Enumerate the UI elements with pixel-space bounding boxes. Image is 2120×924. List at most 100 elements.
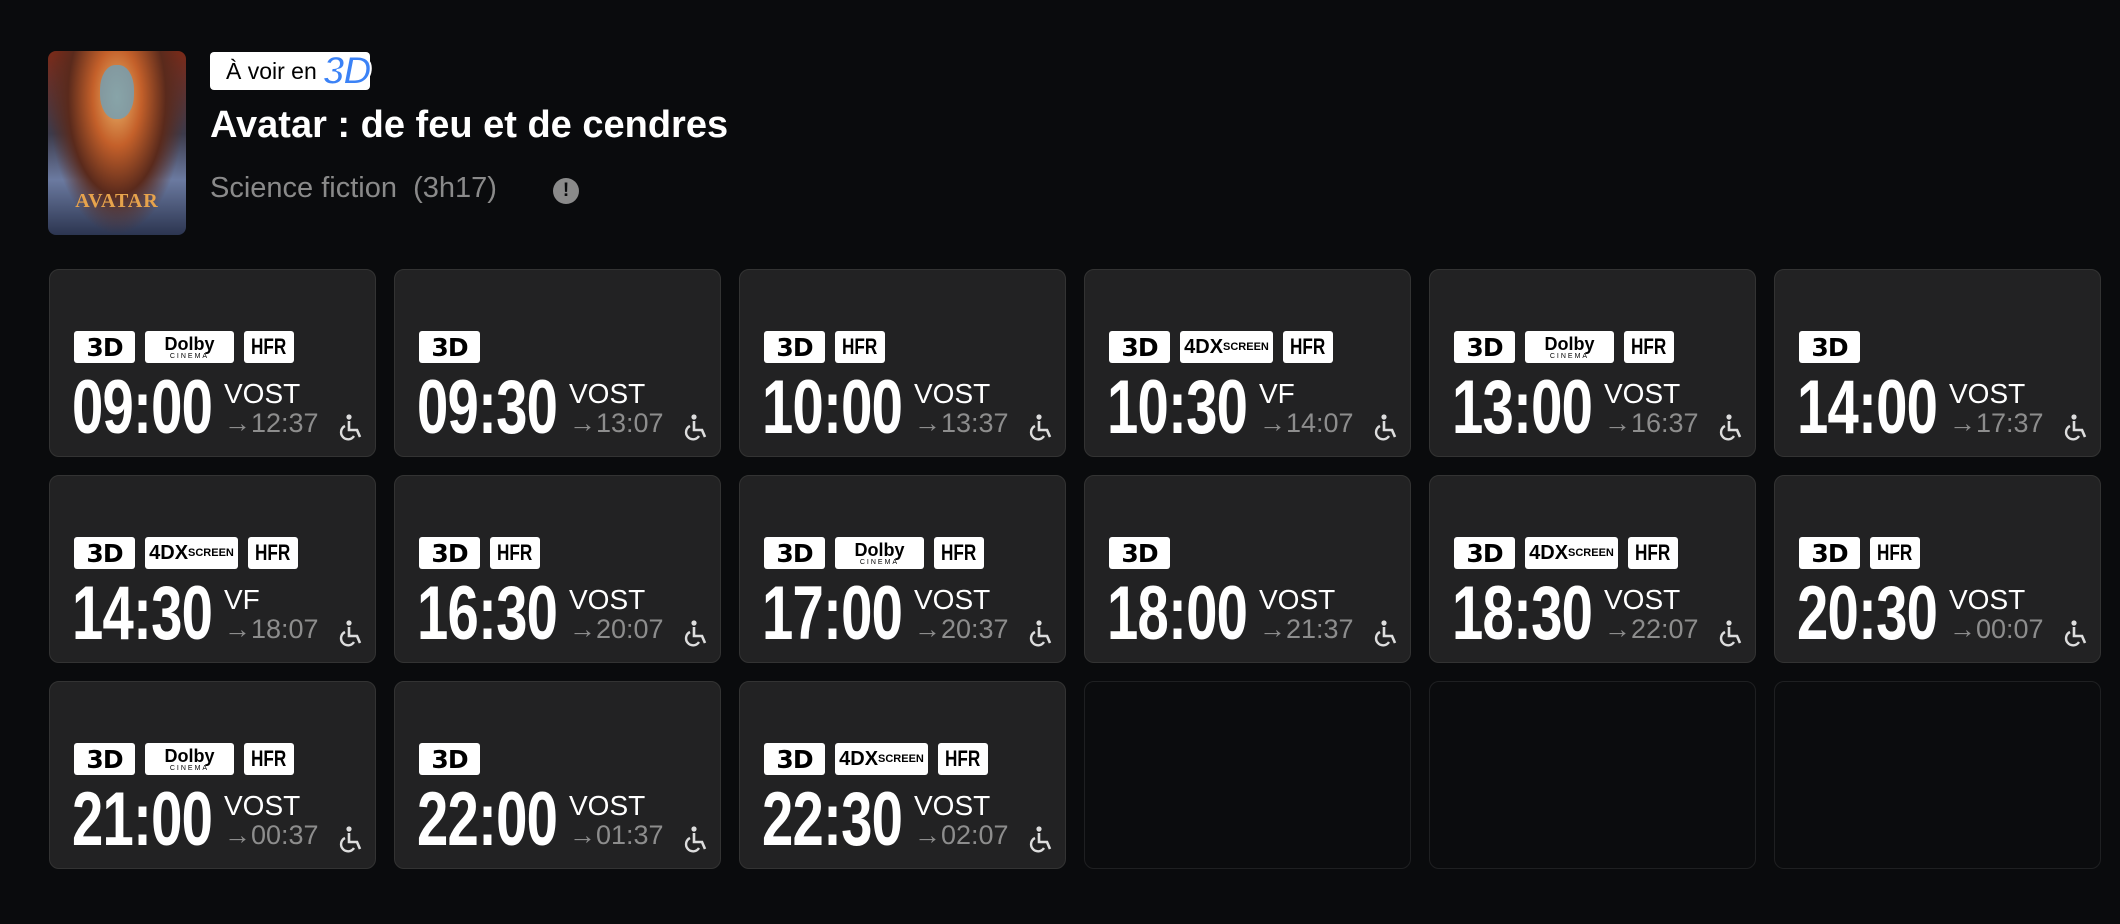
wheelchair-icon <box>1028 414 1052 442</box>
showtime-card[interactable]: 3D 22:00 VOST →01:37 <box>394 681 721 869</box>
empty-slot <box>1774 681 2101 869</box>
showtime-start: 21:00 <box>72 777 213 862</box>
tag-3d: 3D <box>1109 331 1170 363</box>
empty-slot <box>1084 681 1411 869</box>
showtime-card[interactable]: 3D HFR 16:30 VOST →20:07 <box>394 475 721 663</box>
showtime-language: VOST <box>569 378 646 409</box>
tag-3d: 3D <box>1454 331 1515 363</box>
showtime-end: →13:07 <box>569 408 664 438</box>
badge-3d-logo: 3D <box>322 49 373 93</box>
4dx-label: 4DX <box>149 541 189 564</box>
showtime-end: →21:37 <box>1259 614 1354 644</box>
showtime-language: VOST <box>1949 378 2026 409</box>
info-icon[interactable]: ! <box>553 178 579 204</box>
dolby-label: Dolby <box>164 745 215 766</box>
showtime-start: 22:00 <box>417 777 558 862</box>
showtime-language: VOST <box>914 378 991 409</box>
showtime-language: VOST <box>224 790 301 821</box>
showtime-card[interactable]: 3D 4DX SCREEN HFR 10:30 VF →14:07 <box>1084 269 1411 457</box>
tag-hfr-label: HFR <box>497 540 533 565</box>
showtime-language: VOST <box>914 584 991 615</box>
showtime-end: →01:37 <box>569 820 664 850</box>
tag-hfr: HFR <box>490 537 540 569</box>
tag-4dx-screen: 4DX SCREEN <box>145 537 238 569</box>
tag-3d: 3D <box>74 537 135 569</box>
tag-dolby-cinema: Dolby CINEMA <box>1525 331 1614 363</box>
showtime-end: →12:37 <box>224 408 319 438</box>
wheelchair-icon <box>338 826 362 854</box>
showtime-start: 20:30 <box>1797 571 1938 656</box>
showtime-card[interactable]: 3D Dolby CINEMA HFR 13:00 VOST →16:37 <box>1429 269 1756 457</box>
showtime-end: →14:07 <box>1259 408 1354 438</box>
tag-4dx-screen: 4DX SCREEN <box>1525 537 1618 569</box>
showtime-card[interactable]: 3D 09:30 VOST →13:07 <box>394 269 721 457</box>
tag-dolby-cinema: Dolby CINEMA <box>145 331 234 363</box>
tag-3d: 3D <box>74 743 135 775</box>
tag-hfr-label: HFR <box>941 540 977 565</box>
wheelchair-icon <box>338 620 362 648</box>
showtime-language: VOST <box>1604 378 1681 409</box>
showtime-start: 18:30 <box>1452 571 1593 656</box>
tag-4dx-screen: 4DX SCREEN <box>835 743 928 775</box>
wheelchair-icon <box>2063 414 2087 442</box>
wheelchair-icon <box>683 414 707 442</box>
movie-genre: Science fiction <box>210 172 397 204</box>
showtime-end: →02:07 <box>914 820 1009 850</box>
4dx-label: 4DX <box>839 747 879 770</box>
showtime-card[interactable]: 3D 18:00 VOST →21:37 <box>1084 475 1411 663</box>
tag-dolby-cinema: Dolby CINEMA <box>835 537 924 569</box>
tag-hfr-label: HFR <box>1290 334 1326 359</box>
movie-poster[interactable]: AVATAR <box>48 51 186 235</box>
dolby-sub: CINEMA <box>1549 352 1590 360</box>
showtime-card[interactable]: 3D Dolby CINEMA HFR 09:00 VOST →12:37 <box>49 269 376 457</box>
showtime-end: →20:07 <box>569 614 664 644</box>
4dx-sub: SCREEN <box>1568 547 1614 559</box>
showtime-card[interactable]: 3D 4DX SCREEN HFR 22:30 VOST →02:07 <box>739 681 1066 869</box>
showtime-card[interactable]: 3D Dolby CINEMA HFR 21:00 VOST →00:37 <box>49 681 376 869</box>
format-tags: 3D 4DX SCREEN HFR <box>74 537 298 569</box>
showtime-card[interactable]: 3D HFR 10:00 VOST →13:37 <box>739 269 1066 457</box>
4dx-sub: SCREEN <box>188 547 234 559</box>
3d-badge: À voir en 3D <box>210 49 373 93</box>
showtime-card[interactable]: 3D 4DX SCREEN HFR 14:30 VF →18:07 <box>49 475 376 663</box>
tag-hfr: HFR <box>1870 537 1920 569</box>
showtime-start: 14:30 <box>72 571 213 656</box>
tag-hfr-label: HFR <box>255 540 291 565</box>
wheelchair-icon <box>1373 414 1397 442</box>
showtime-language: VF <box>224 584 260 615</box>
tag-hfr: HFR <box>1628 537 1678 569</box>
wheelchair-icon <box>683 620 707 648</box>
tag-3d: 3D <box>1109 537 1170 569</box>
tag-hfr-label: HFR <box>945 746 981 771</box>
showtime-end: →22:07 <box>1604 614 1699 644</box>
showtime-start: 13:00 <box>1452 365 1593 450</box>
showtime-card[interactable]: 3D 14:00 VOST →17:37 <box>1774 269 2101 457</box>
showtime-card[interactable]: 3D Dolby CINEMA HFR 17:00 VOST →20:37 <box>739 475 1066 663</box>
tag-hfr: HFR <box>938 743 988 775</box>
format-tags: 3D <box>1799 331 1860 363</box>
tag-dolby-cinema: Dolby CINEMA <box>145 743 234 775</box>
showtime-card[interactable]: 3D HFR 20:30 VOST →00:07 <box>1774 475 2101 663</box>
showtime-start: 16:30 <box>417 571 558 656</box>
tag-hfr: HFR <box>248 537 298 569</box>
showtime-end: →17:37 <box>1949 408 2044 438</box>
tag-3d: 3D <box>764 743 825 775</box>
4dx-label: 4DX <box>1529 541 1569 564</box>
showtime-start: 09:30 <box>417 365 558 450</box>
showtime-start: 14:00 <box>1797 365 1938 450</box>
dolby-label: Dolby <box>164 333 215 354</box>
wheelchair-icon <box>1718 620 1742 648</box>
wheelchair-icon <box>338 414 362 442</box>
tag-3d: 3D <box>1454 537 1515 569</box>
movie-meta: Science fiction (3h17) <box>210 172 497 205</box>
tag-hfr-label: HFR <box>251 334 287 359</box>
movie-title[interactable]: Avatar : de feu et de cendres <box>210 104 729 146</box>
badge-prefix: À voir en <box>226 57 317 84</box>
wheelchair-icon <box>1373 620 1397 648</box>
dolby-label: Dolby <box>854 539 905 560</box>
showtime-start: 22:30 <box>762 777 903 862</box>
format-tags: 3D Dolby CINEMA HFR <box>74 331 294 363</box>
showtime-card[interactable]: 3D 4DX SCREEN HFR 18:30 VOST →22:07 <box>1429 475 1756 663</box>
format-tags: 3D 4DX SCREEN HFR <box>764 743 988 775</box>
tag-hfr-label: HFR <box>842 334 878 359</box>
